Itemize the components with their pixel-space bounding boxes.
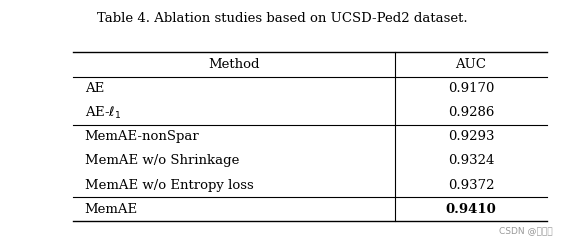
Text: MemAE w/o Entropy loss: MemAE w/o Entropy loss xyxy=(85,179,253,192)
Text: Table 4. Ablation studies based on UCSD-Ped2 dataset.: Table 4. Ablation studies based on UCSD-… xyxy=(96,12,468,25)
Text: AUC: AUC xyxy=(456,58,486,71)
Text: MemAE-nonSpar: MemAE-nonSpar xyxy=(85,130,199,143)
Text: 0.9410: 0.9410 xyxy=(446,203,496,216)
Text: MemAE w/o Shrinkage: MemAE w/o Shrinkage xyxy=(85,154,239,168)
Text: 0.9170: 0.9170 xyxy=(448,82,494,95)
Text: CSDN @何大春: CSDN @何大春 xyxy=(499,227,553,236)
Text: AE: AE xyxy=(85,82,104,95)
Text: Method: Method xyxy=(208,58,260,71)
Text: 0.9372: 0.9372 xyxy=(448,179,494,192)
Text: 0.9293: 0.9293 xyxy=(448,130,494,143)
Text: AE-$\ell_1$: AE-$\ell_1$ xyxy=(85,105,121,121)
Text: 0.9286: 0.9286 xyxy=(448,106,494,119)
Text: 0.9324: 0.9324 xyxy=(448,154,494,168)
Text: MemAE: MemAE xyxy=(85,203,138,216)
